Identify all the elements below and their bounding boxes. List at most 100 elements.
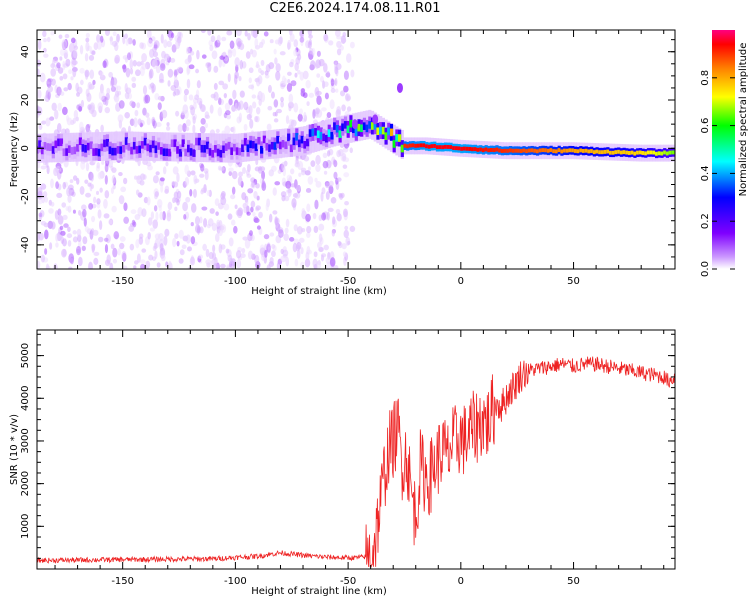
noise-blob: [228, 237, 234, 247]
noise-blob: [326, 71, 331, 78]
noise-blob: [247, 250, 254, 260]
noise-blob: [234, 204, 238, 210]
plot-frame: [36, 29, 676, 270]
noise-blob: [204, 114, 211, 119]
carrier-core: [303, 141, 307, 149]
noise-blob: [84, 226, 89, 233]
noise-blob: [346, 106, 352, 112]
carrier-core: [105, 138, 110, 147]
carrier-core: [184, 148, 188, 157]
carrier-core: [281, 139, 285, 148]
noise-blob: [101, 160, 105, 165]
noise-blob: [95, 190, 100, 196]
carrier-core: [260, 146, 264, 154]
noise-blob: [183, 88, 189, 96]
noise-blob: [178, 258, 184, 264]
noise-blob: [261, 170, 266, 180]
noise-blob: [183, 94, 188, 103]
noise-blob: [244, 30, 248, 37]
noise-blob: [285, 256, 290, 267]
carrier-core: [427, 144, 431, 149]
noise-blob: [112, 40, 118, 47]
noise-blob: [289, 61, 294, 68]
noise-blob: [96, 40, 103, 50]
noise-blob: [116, 85, 122, 91]
noise-blob: [175, 68, 179, 76]
noise-blob: [159, 63, 166, 71]
carrier-core: [330, 131, 334, 140]
noise-blob: [156, 262, 161, 268]
noise-blob: [291, 198, 297, 208]
carrier-core: [219, 149, 223, 158]
noise-blob: [211, 222, 217, 232]
noise-blob: [274, 57, 278, 65]
noise-blob: [43, 53, 49, 58]
noise-blob: [204, 170, 209, 181]
noise-blob: [154, 250, 158, 260]
noise-blob: [118, 100, 125, 109]
noise-blob: [242, 236, 248, 241]
noise-blob: [55, 233, 59, 242]
noise-blob: [243, 101, 249, 111]
noise-blob: [318, 223, 325, 232]
noise-blob: [160, 254, 166, 262]
carrier-core: [203, 145, 207, 153]
noise-blob: [131, 82, 137, 89]
noise-blob: [66, 187, 72, 197]
noise-blob: [293, 39, 299, 48]
noise-blob: [251, 94, 257, 99]
carrier-core: [157, 142, 161, 150]
carrier-core: [103, 139, 107, 148]
noise-blob: [111, 205, 117, 213]
noise-blob: [133, 117, 138, 128]
noise-blob: [184, 176, 190, 186]
noise-blob: [280, 96, 284, 103]
noise-blob: [119, 242, 125, 250]
noise-blob: [315, 154, 321, 165]
carrier-core: [276, 135, 280, 144]
noise-blob: [135, 239, 140, 249]
noise-blob: [248, 84, 254, 90]
carrier-core: [535, 149, 540, 154]
noise-blob: [227, 49, 233, 58]
noise-blob: [285, 189, 292, 194]
noise-blob: [152, 120, 157, 129]
noise-blob: [81, 245, 86, 252]
noise-blob: [63, 223, 69, 228]
noise-blob: [40, 165, 47, 170]
carrier-core: [154, 145, 158, 154]
carrier-core: [200, 144, 204, 153]
noise-blob: [131, 219, 136, 226]
carrier-core: [338, 130, 342, 138]
noise-blob: [258, 211, 263, 219]
carrier-core: [373, 121, 377, 130]
noise-blob: [237, 176, 243, 187]
noise-blob: [342, 251, 347, 257]
noise-blob: [152, 219, 158, 229]
noise-blob: [344, 201, 349, 206]
noise-blob: [211, 50, 218, 60]
carrier-core: [46, 143, 50, 151]
noise-blob: [259, 166, 266, 172]
carrier-core: [500, 149, 505, 153]
noise-blob: [308, 92, 315, 98]
noise-blob: [181, 244, 187, 250]
noise-blob: [103, 213, 110, 219]
noise-blob: [225, 110, 231, 116]
noise-blob: [177, 124, 183, 133]
noise-blob: [66, 114, 70, 122]
noise-blob: [266, 123, 272, 131]
noise-blob: [232, 126, 236, 135]
noise-blob: [273, 118, 279, 123]
noise-blob: [109, 79, 115, 88]
carrier-core: [224, 143, 229, 151]
carrier-core: [646, 150, 651, 155]
noise-blob: [227, 213, 233, 220]
noise-blob: [215, 211, 219, 216]
carrier-core: [454, 146, 459, 151]
noise-blob: [37, 232, 40, 242]
noise-blob: [117, 114, 124, 123]
noise-blob: [297, 70, 301, 75]
carrier-core: [384, 132, 388, 140]
noise-blob: [40, 220, 47, 226]
